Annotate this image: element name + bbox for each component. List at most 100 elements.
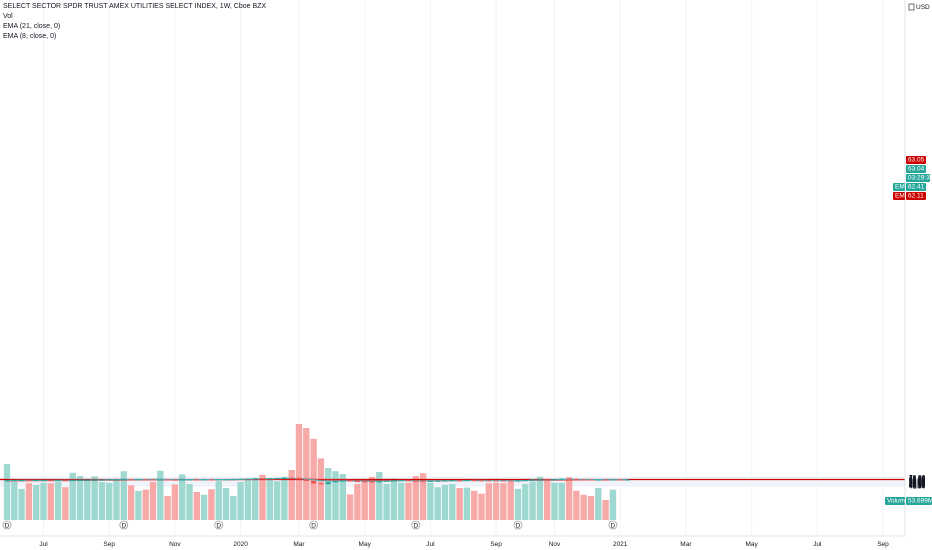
volume-bar bbox=[317, 458, 325, 520]
volume-bar bbox=[3, 464, 11, 520]
volume-bar bbox=[405, 482, 412, 520]
volume-bar bbox=[565, 477, 573, 520]
candle-body bbox=[303, 479, 309, 481]
candle-body bbox=[99, 479, 105, 481]
y-tick-label: 49.00 bbox=[909, 481, 926, 488]
candle-body bbox=[55, 480, 61, 482]
volume-bar bbox=[76, 476, 84, 520]
ema8-legend[interactable]: EMA (8, close, 0) bbox=[3, 33, 57, 40]
dividend-marker[interactable] bbox=[214, 520, 224, 530]
ema8-axis-label: EMA bbox=[895, 184, 910, 191]
dividend-marker[interactable] bbox=[411, 520, 421, 530]
volume-bar bbox=[288, 470, 295, 520]
currency-label: USD bbox=[916, 4, 930, 11]
ema21-axis-label-bg bbox=[893, 192, 905, 200]
candle-body bbox=[252, 478, 258, 480]
volume-bar bbox=[171, 484, 179, 520]
candle-body bbox=[106, 479, 112, 481]
candle-body bbox=[281, 477, 287, 479]
candle-body bbox=[573, 478, 579, 480]
volume-bar bbox=[193, 492, 200, 520]
candle-body bbox=[610, 479, 616, 481]
volume-bar bbox=[244, 480, 252, 520]
volume-bar bbox=[208, 489, 215, 520]
ema21-axis-value: 62.11 bbox=[908, 193, 924, 200]
dividend-label: D bbox=[311, 522, 316, 529]
candle-body bbox=[245, 478, 251, 480]
volume-bar bbox=[368, 476, 376, 520]
volume-bar bbox=[354, 484, 361, 520]
y-tick-label: 43.20 bbox=[909, 483, 926, 490]
candle-body bbox=[150, 479, 156, 481]
candle-body bbox=[114, 479, 119, 481]
y-tick-label: 71.00 bbox=[909, 475, 926, 482]
candle-body bbox=[260, 478, 265, 480]
y-tick-label: 55.00 bbox=[909, 479, 926, 486]
y-tick-label: 44.00 bbox=[909, 483, 926, 490]
candle-body bbox=[165, 479, 171, 481]
ema21-legend[interactable]: EMA (21, close, 0) bbox=[3, 23, 61, 30]
volume-axis-value-bg bbox=[906, 497, 932, 505]
volume-axis-label-bg bbox=[885, 497, 905, 505]
volume-bar bbox=[325, 468, 332, 520]
volume-bar bbox=[120, 471, 127, 520]
candle-body bbox=[442, 480, 448, 482]
countdown-tag: 03:29:30 bbox=[908, 175, 932, 182]
dividend-marker[interactable] bbox=[2, 520, 12, 530]
volume-bar bbox=[47, 483, 54, 520]
dividend-label: D bbox=[413, 522, 418, 529]
volume-bar bbox=[113, 480, 120, 520]
symbol-title[interactable]: SELECT SECTOR SPDR TRUST AMEX UTILITIES … bbox=[3, 3, 267, 10]
volume-bar bbox=[106, 482, 113, 520]
volume-bar bbox=[427, 482, 434, 520]
x-tick-label: Mar bbox=[680, 541, 692, 548]
y-tick-label: 51.00 bbox=[909, 480, 926, 487]
dividend-marker[interactable] bbox=[119, 520, 129, 530]
candle-body bbox=[595, 479, 601, 481]
volume-bar bbox=[398, 482, 405, 520]
y-tick-label: 54.00 bbox=[909, 479, 926, 486]
y-tick-label: 67.00 bbox=[909, 476, 926, 483]
volume-bar bbox=[507, 482, 514, 520]
y-tick-label: 52.00 bbox=[909, 480, 926, 487]
candle-body bbox=[376, 481, 382, 483]
volume-bar bbox=[529, 481, 536, 520]
volume-bar bbox=[62, 487, 69, 520]
candle-body bbox=[384, 480, 390, 482]
y-tick-label: 56.00 bbox=[909, 479, 926, 486]
volume-bar bbox=[200, 494, 208, 520]
volume-bar bbox=[273, 481, 281, 520]
candle-body bbox=[581, 479, 587, 481]
y-tick-label: 73.00 bbox=[909, 475, 926, 482]
candle-body bbox=[318, 483, 324, 485]
price-scale-icon[interactable] bbox=[908, 3, 915, 11]
volume-axis-value: 53.699M bbox=[908, 498, 932, 505]
candle-body bbox=[19, 480, 25, 482]
candle-body bbox=[617, 479, 623, 481]
candle-body bbox=[208, 479, 214, 481]
candle-body bbox=[457, 480, 463, 482]
volume-bar bbox=[295, 424, 303, 520]
volume-bar bbox=[551, 482, 558, 520]
volume-bar bbox=[186, 484, 193, 520]
volume-bar bbox=[471, 490, 478, 520]
volume-legend[interactable]: Vol bbox=[3, 13, 13, 20]
candle-body bbox=[84, 479, 90, 481]
dividend-marker[interactable] bbox=[309, 520, 319, 530]
candle-body bbox=[230, 479, 236, 481]
volume-bar bbox=[376, 472, 383, 520]
volume-bar bbox=[500, 483, 507, 520]
candle-body bbox=[566, 478, 572, 480]
dividend-marker[interactable] bbox=[513, 520, 523, 530]
volume-bar bbox=[339, 474, 346, 520]
candle-body bbox=[157, 479, 163, 481]
candle-body bbox=[522, 480, 528, 482]
dividend-marker[interactable] bbox=[608, 520, 618, 530]
candle-body bbox=[4, 480, 10, 482]
candle-body bbox=[70, 480, 76, 482]
candle-body bbox=[413, 480, 419, 482]
candle-body bbox=[625, 479, 630, 481]
y-tick-label: 42.50 bbox=[909, 483, 926, 490]
candle-body bbox=[33, 480, 39, 482]
